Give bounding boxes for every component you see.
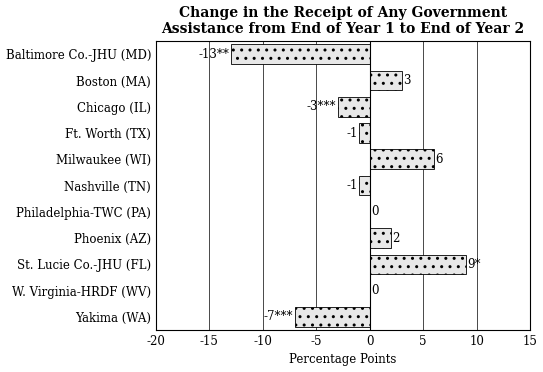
Text: 9*: 9* <box>468 258 481 271</box>
Title: Change in the Receipt of Any Government
Assistance from End of Year 1 to End of : Change in the Receipt of Any Government … <box>161 6 525 36</box>
Bar <box>370 254 466 274</box>
Text: -1: -1 <box>346 126 357 140</box>
Text: 0: 0 <box>371 284 379 297</box>
Text: 2: 2 <box>393 232 400 245</box>
Text: -13**: -13** <box>198 48 229 61</box>
Bar <box>370 71 402 90</box>
Text: 0: 0 <box>371 205 379 218</box>
Text: -7***: -7*** <box>264 310 293 323</box>
Bar <box>359 176 370 195</box>
Bar <box>370 150 434 169</box>
Bar <box>338 97 370 116</box>
Text: 3: 3 <box>403 74 411 87</box>
Bar <box>295 307 370 327</box>
Text: -1: -1 <box>346 179 357 192</box>
Bar <box>359 123 370 143</box>
Text: -3***: -3*** <box>306 100 336 113</box>
X-axis label: Percentage Points: Percentage Points <box>289 353 396 366</box>
Text: 6: 6 <box>435 153 443 166</box>
Bar <box>370 228 391 248</box>
Bar <box>231 44 370 64</box>
